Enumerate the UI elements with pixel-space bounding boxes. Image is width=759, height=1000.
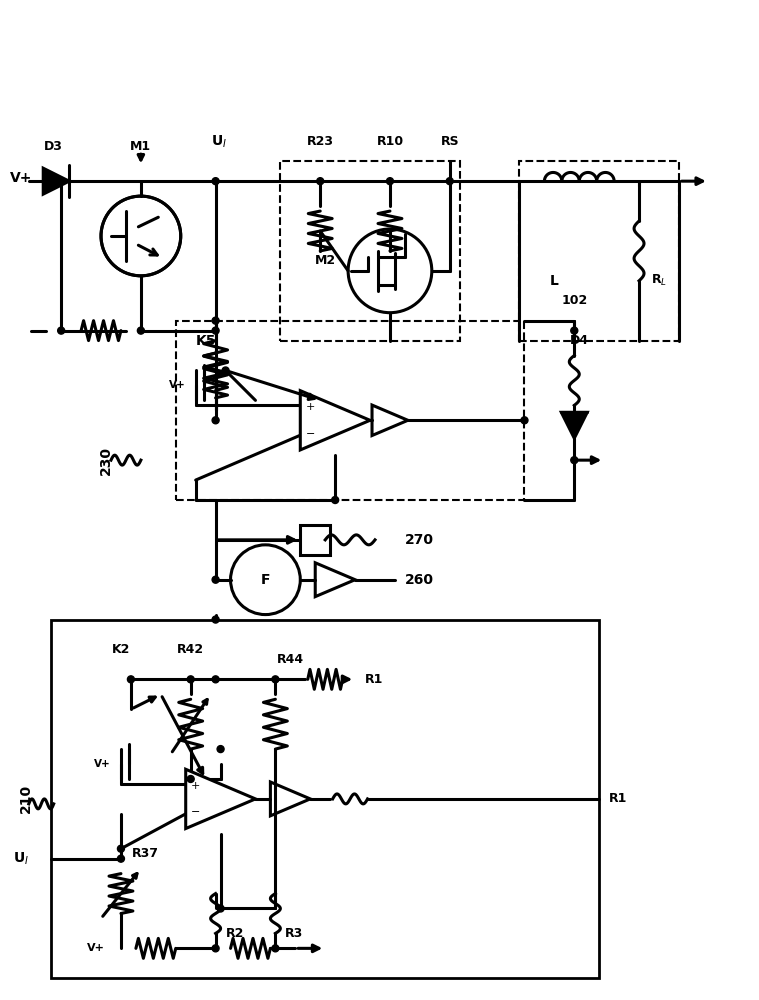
Circle shape xyxy=(386,178,393,185)
Circle shape xyxy=(272,676,279,683)
Text: M1: M1 xyxy=(131,140,152,153)
Text: −: − xyxy=(306,429,315,439)
Text: K5: K5 xyxy=(195,334,216,348)
Circle shape xyxy=(332,497,339,503)
Circle shape xyxy=(212,616,219,623)
Bar xyxy=(519,161,679,341)
Circle shape xyxy=(571,457,578,464)
Bar xyxy=(301,525,330,555)
Text: V+: V+ xyxy=(87,943,105,953)
Circle shape xyxy=(212,576,219,583)
Text: RS: RS xyxy=(440,135,459,148)
Circle shape xyxy=(317,178,323,185)
Text: +: + xyxy=(191,781,200,791)
Polygon shape xyxy=(562,412,587,438)
Text: 230: 230 xyxy=(99,446,113,475)
Circle shape xyxy=(187,775,194,782)
Circle shape xyxy=(118,855,124,862)
Text: 260: 260 xyxy=(405,573,434,587)
Bar xyxy=(176,321,524,500)
Circle shape xyxy=(212,327,219,334)
Circle shape xyxy=(217,905,224,912)
Text: +: + xyxy=(306,402,315,412)
Circle shape xyxy=(521,417,528,424)
Text: U$_I$: U$_I$ xyxy=(14,850,30,867)
Polygon shape xyxy=(43,168,69,194)
Circle shape xyxy=(222,367,229,374)
Text: L: L xyxy=(550,274,559,288)
Text: R10: R10 xyxy=(376,135,404,148)
Circle shape xyxy=(212,417,219,424)
Circle shape xyxy=(187,676,194,683)
Text: R3: R3 xyxy=(285,927,304,940)
Text: R42: R42 xyxy=(177,643,204,656)
Circle shape xyxy=(272,945,279,952)
Circle shape xyxy=(446,178,453,185)
Circle shape xyxy=(571,327,578,334)
Circle shape xyxy=(128,676,134,683)
Text: V+: V+ xyxy=(10,171,33,185)
Text: R1: R1 xyxy=(365,673,383,686)
Text: −: − xyxy=(191,807,200,817)
Polygon shape xyxy=(301,391,370,450)
Text: R37: R37 xyxy=(132,847,159,860)
Text: K2: K2 xyxy=(112,643,130,656)
Circle shape xyxy=(58,327,65,334)
Text: R$_L$: R$_L$ xyxy=(651,273,667,288)
Text: D3: D3 xyxy=(44,140,63,153)
Text: U$_I$: U$_I$ xyxy=(210,133,227,150)
Text: 270: 270 xyxy=(405,533,434,547)
Text: F: F xyxy=(260,573,270,587)
Circle shape xyxy=(217,746,224,753)
Text: M2: M2 xyxy=(315,254,335,267)
Polygon shape xyxy=(186,769,256,829)
Text: 210: 210 xyxy=(19,784,33,813)
Circle shape xyxy=(212,317,219,324)
Bar xyxy=(51,620,599,978)
Circle shape xyxy=(58,178,65,185)
Text: R44: R44 xyxy=(277,653,304,666)
Circle shape xyxy=(137,327,144,334)
Bar xyxy=(280,161,460,341)
Text: R23: R23 xyxy=(307,135,334,148)
Text: V+: V+ xyxy=(169,380,186,390)
Text: R1: R1 xyxy=(609,792,628,805)
Circle shape xyxy=(212,178,219,185)
Circle shape xyxy=(212,945,219,952)
Text: V+: V+ xyxy=(94,759,111,769)
Text: D4: D4 xyxy=(570,334,589,347)
Circle shape xyxy=(118,845,124,852)
Text: 102: 102 xyxy=(561,294,587,307)
Circle shape xyxy=(212,676,219,683)
Text: R2: R2 xyxy=(225,927,244,940)
